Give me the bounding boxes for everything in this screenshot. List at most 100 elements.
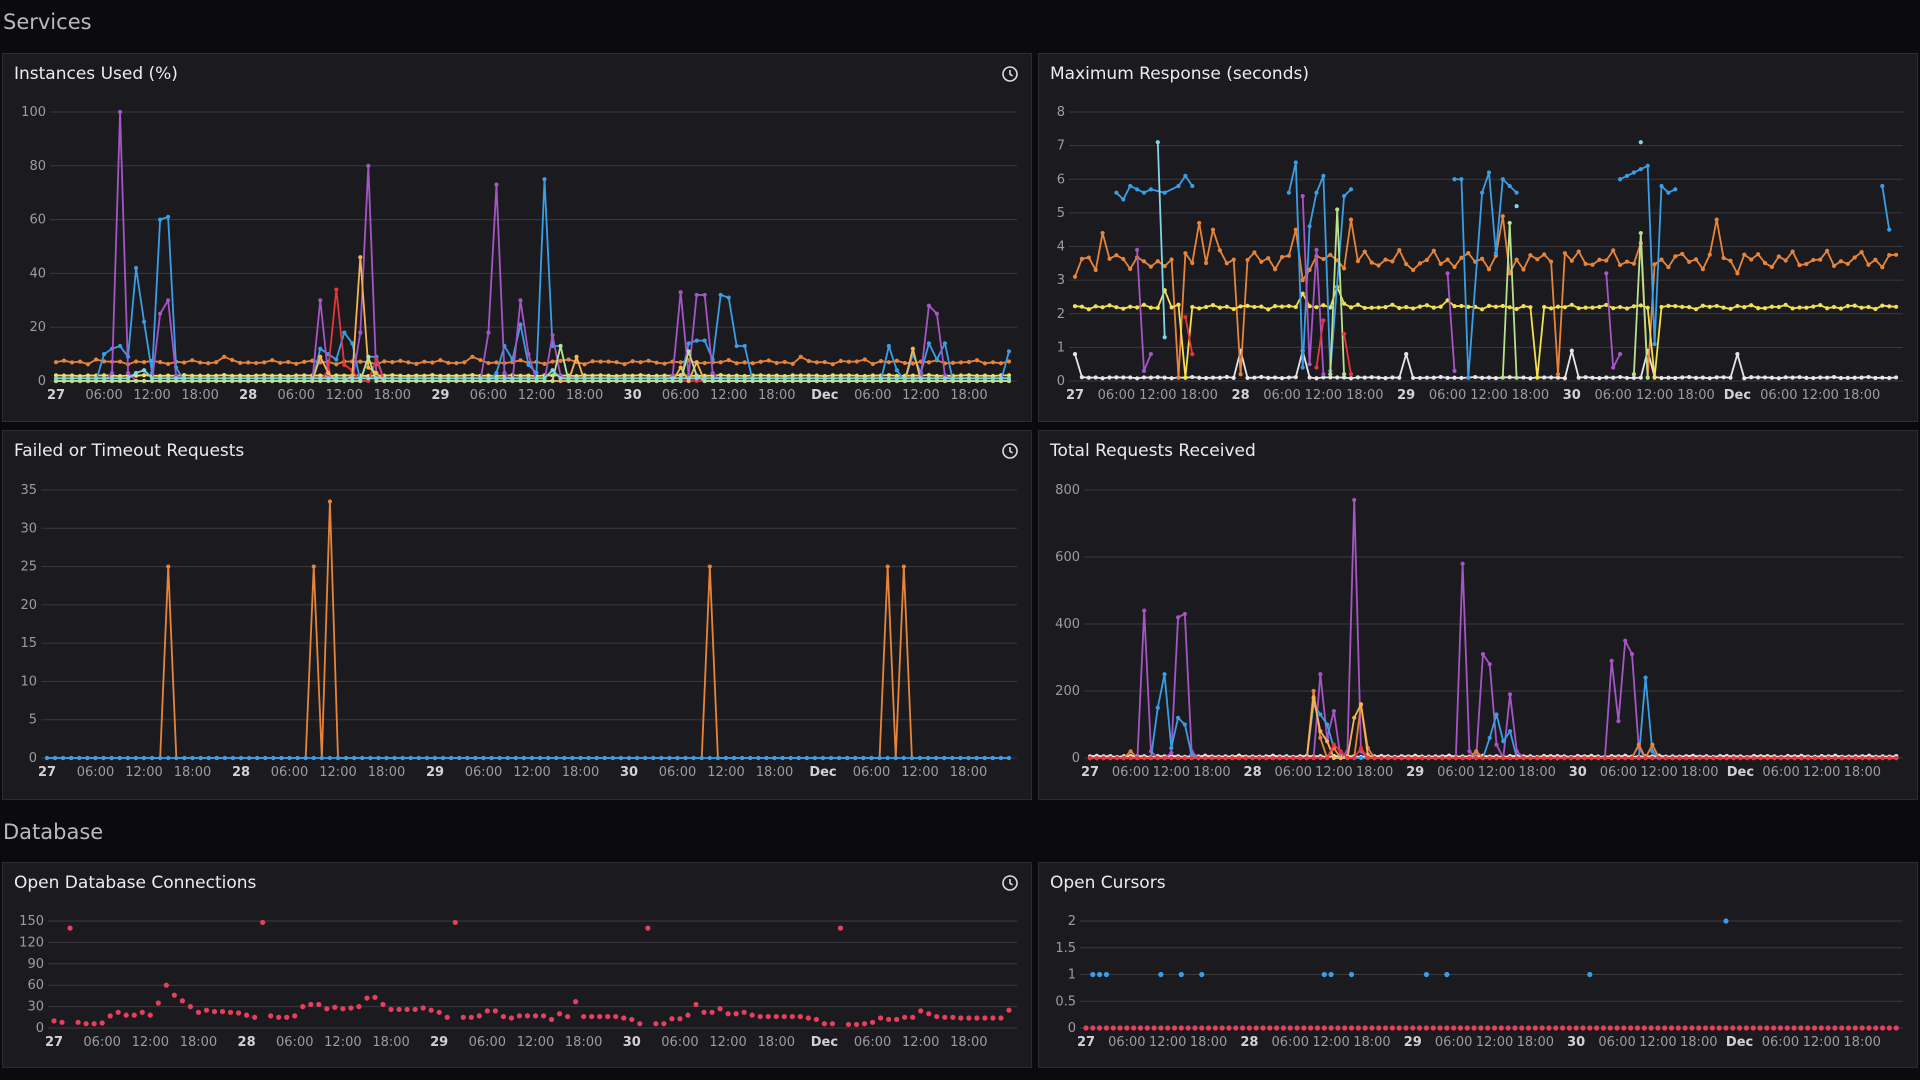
y-tick-label: 3 xyxy=(1057,273,1065,288)
data-point xyxy=(69,360,75,365)
data-point xyxy=(1253,1025,1259,1031)
x-tick-label: 18:00 xyxy=(1843,388,1880,403)
data-point xyxy=(1342,331,1347,337)
data-point xyxy=(966,373,972,378)
data-point xyxy=(718,292,723,298)
series-2 xyxy=(53,177,1012,384)
data-point xyxy=(726,358,731,363)
data-point xyxy=(1618,304,1623,310)
data-point xyxy=(1797,263,1802,268)
y-tick-label: 20 xyxy=(20,598,37,613)
data-point xyxy=(1121,197,1126,202)
data-point xyxy=(749,1012,755,1018)
x-tick-label: 12:00 xyxy=(1305,388,1342,403)
data-point xyxy=(374,376,379,381)
data-point xyxy=(893,755,898,761)
data-point xyxy=(886,373,891,378)
data-point xyxy=(781,1013,787,1020)
data-point xyxy=(211,1008,218,1015)
data-point xyxy=(1818,302,1823,308)
data-point xyxy=(1623,755,1628,761)
x-tick-label: 18:00 xyxy=(181,388,218,403)
data-point xyxy=(1141,190,1147,195)
data-point xyxy=(1348,971,1355,978)
x-tick-label: 27 xyxy=(1081,765,1099,780)
data-point xyxy=(1587,971,1593,978)
data-point xyxy=(789,1013,795,1020)
data-point xyxy=(1859,1025,1865,1031)
data-point xyxy=(1376,1025,1382,1031)
series-2 xyxy=(1072,284,1899,380)
data-point xyxy=(542,361,547,366)
data-point xyxy=(252,1014,258,1020)
data-point xyxy=(1355,259,1360,264)
data-point xyxy=(1348,1025,1355,1031)
data-point xyxy=(1266,307,1271,312)
data-point xyxy=(550,368,555,373)
data-point xyxy=(1666,303,1671,308)
panel-title: Open Database Connections xyxy=(14,873,257,893)
data-point xyxy=(1182,722,1187,727)
data-point xyxy=(497,755,502,761)
data-point xyxy=(478,357,483,363)
y-tick-label: 6 xyxy=(1057,172,1065,187)
data-point xyxy=(822,376,827,381)
y-tick-label: 80 xyxy=(29,159,46,174)
clock-icon[interactable] xyxy=(1001,874,1019,892)
data-point xyxy=(1652,375,1657,380)
data-point xyxy=(364,995,370,1001)
data-point xyxy=(1756,252,1761,257)
data-point xyxy=(1224,304,1229,309)
x-tick-label: 18:00 xyxy=(174,765,211,780)
data-point xyxy=(1231,257,1236,262)
data-point xyxy=(886,1016,892,1023)
data-point xyxy=(1328,971,1334,978)
data-point xyxy=(1259,374,1264,380)
data-point xyxy=(246,360,251,365)
data-point xyxy=(526,352,531,357)
data-point xyxy=(1383,257,1388,262)
data-point xyxy=(1148,264,1153,269)
data-point xyxy=(171,992,177,998)
data-point xyxy=(1279,254,1285,260)
data-point xyxy=(1006,1007,1012,1013)
data-point xyxy=(774,360,779,366)
data-point xyxy=(158,217,163,222)
data-point xyxy=(782,359,787,365)
clock-icon[interactable] xyxy=(1001,65,1019,83)
data-point xyxy=(1169,257,1174,262)
data-point xyxy=(942,1014,948,1020)
x-tick-label: 06:00 xyxy=(1429,388,1466,403)
data-point xyxy=(1514,190,1519,195)
data-point xyxy=(1423,971,1430,978)
clock-icon[interactable] xyxy=(1001,442,1019,460)
data-point xyxy=(926,303,932,308)
series-3 xyxy=(53,109,1012,384)
data-point xyxy=(1259,259,1264,264)
data-point xyxy=(597,1013,603,1020)
data-point xyxy=(400,755,405,761)
data-point xyxy=(950,1014,956,1020)
data-point xyxy=(854,359,859,364)
data-point xyxy=(853,755,858,761)
data-point xyxy=(117,376,123,381)
data-point xyxy=(590,359,595,364)
data-point xyxy=(798,354,803,359)
data-point xyxy=(902,1014,908,1020)
data-point xyxy=(1602,755,1607,761)
data-point xyxy=(902,376,907,381)
data-point xyxy=(1541,755,1547,761)
panel-total-requests: Total Requests Received 0 200 400 600 800 27 0… xyxy=(1038,430,1918,800)
data-point xyxy=(1205,1025,1212,1031)
data-point xyxy=(486,360,491,366)
data-point xyxy=(1338,755,1343,761)
data-point xyxy=(1457,1025,1464,1031)
data-point xyxy=(606,376,611,381)
data-point xyxy=(845,755,850,761)
data-point xyxy=(910,1014,916,1020)
data-point xyxy=(1521,304,1526,309)
data-point xyxy=(214,755,219,761)
data-point xyxy=(492,1008,498,1014)
data-point xyxy=(1711,755,1716,761)
data-point xyxy=(1494,755,1499,761)
